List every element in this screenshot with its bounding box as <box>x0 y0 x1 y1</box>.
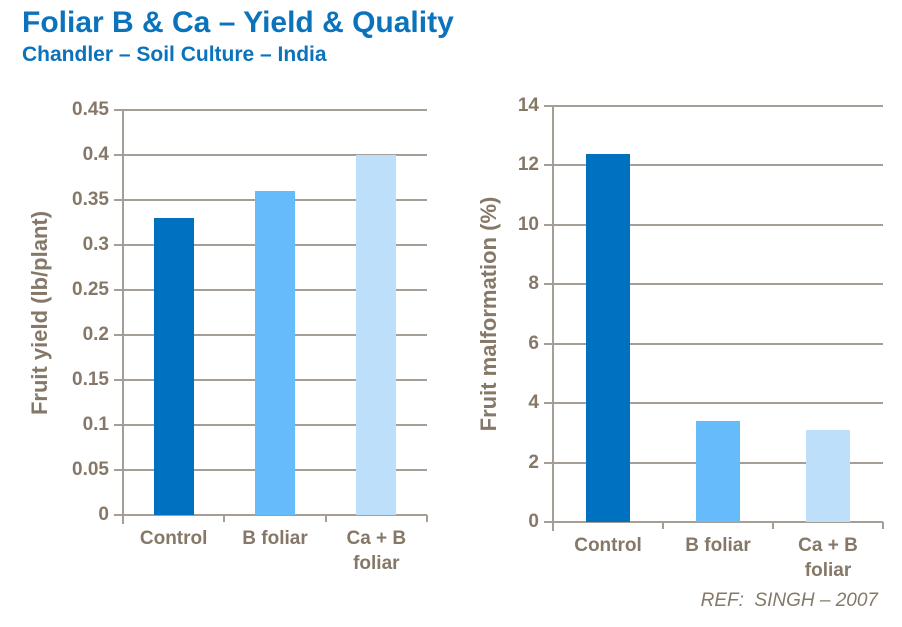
y-tick-label: 8 <box>528 273 539 295</box>
y-tick-label: 0.3 <box>82 234 109 255</box>
x-category-label: B foliar <box>685 535 751 556</box>
y-tick-mark <box>544 164 553 167</box>
bar-ca-b-foliar <box>356 155 397 515</box>
y-tick-mark <box>544 223 553 226</box>
gridline <box>553 223 883 226</box>
y-tick-label: 0.05 <box>72 459 109 480</box>
gridline <box>553 105 883 107</box>
y-tick-label: 0.45 <box>72 99 109 120</box>
gridline <box>123 514 427 516</box>
x-tick-mark <box>772 522 774 529</box>
gridline <box>553 283 883 286</box>
y-tick-mark <box>114 469 123 471</box>
y-tick-label: 12 <box>517 154 539 176</box>
x-tick-mark <box>122 515 124 522</box>
y-axis-title: Fruit malformation (%) <box>476 196 501 432</box>
y-tick-mark <box>114 379 123 381</box>
y-tick-label: 4 <box>528 392 539 414</box>
y-tick-label: 0.2 <box>82 324 109 345</box>
y-tick-label: 0.1 <box>82 414 109 435</box>
x-tick-mark <box>426 515 428 522</box>
y-tick-mark <box>114 199 123 201</box>
y-tick-label: 0.35 <box>72 189 109 210</box>
x-category-label: Control <box>139 528 208 549</box>
y-axis-line <box>122 110 124 524</box>
gridline <box>553 402 883 405</box>
bar-control <box>153 218 194 515</box>
y-axis-line <box>552 106 554 531</box>
y-tick-label: 2 <box>528 451 539 473</box>
y-tick-label: 0 <box>98 504 109 525</box>
y-tick-label: 0.15 <box>72 369 109 390</box>
gridline <box>553 521 883 523</box>
gridline <box>553 342 883 345</box>
bar-control <box>586 153 630 522</box>
y-tick-label: 0.4 <box>82 144 109 165</box>
x-category-label: Ca + B foliar <box>346 528 407 574</box>
x-tick-mark <box>324 515 327 522</box>
y-tick-label: 0.25 <box>72 279 109 300</box>
y-tick-label: 10 <box>517 213 539 235</box>
y-tick-mark <box>114 514 123 516</box>
y-tick-mark <box>114 109 123 111</box>
y-tick-mark <box>544 283 553 286</box>
x-category-label: B foliar <box>242 528 308 549</box>
page-title: Foliar B & Ca – Yield & Quality <box>22 6 454 39</box>
bar-b-foliar <box>696 420 740 522</box>
y-tick-mark <box>544 402 553 405</box>
y-tick-mark <box>544 342 553 345</box>
gridline <box>553 164 883 167</box>
gridline <box>123 109 427 111</box>
x-category-label: Ca + B foliar <box>798 535 858 581</box>
y-tick-mark <box>114 334 123 336</box>
y-tick-mark <box>544 461 553 464</box>
y-tick-mark <box>544 105 553 107</box>
y-tick-mark <box>114 424 123 426</box>
y-tick-mark <box>544 521 553 523</box>
x-category-label: Control <box>574 535 642 556</box>
y-tick-label: 14 <box>517 95 539 116</box>
gridline <box>123 154 427 156</box>
x-tick-mark <box>552 522 554 529</box>
y-tick-label: 6 <box>528 332 539 354</box>
x-tick-mark <box>662 522 664 529</box>
y-tick-mark <box>114 244 123 246</box>
y-tick-mark <box>114 289 123 291</box>
y-tick-label: 0 <box>528 511 539 532</box>
y-tick-mark <box>114 154 123 156</box>
x-tick-mark <box>223 515 226 522</box>
bar-ca-b-foliar <box>806 429 850 522</box>
x-tick-mark <box>882 522 884 529</box>
reference-text: REF: SINGH – 2007 <box>700 590 878 611</box>
page-subtitle: Chandler – Soil Culture – India <box>22 43 327 66</box>
bar-b-foliar <box>255 191 295 515</box>
